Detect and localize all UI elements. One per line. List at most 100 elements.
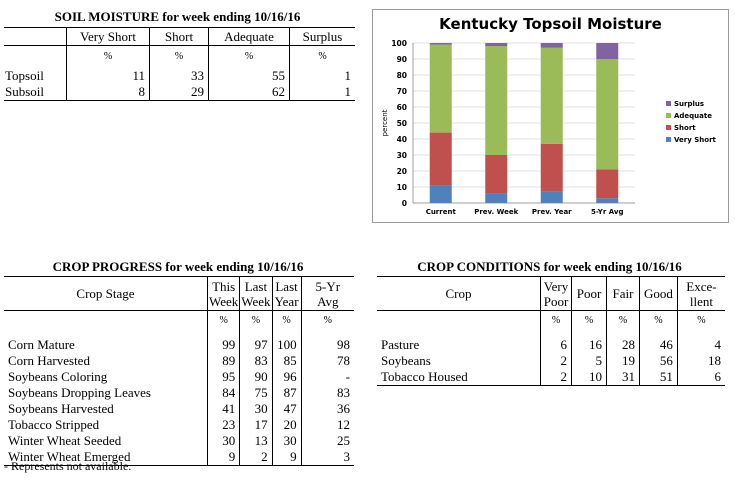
header-line: 5-Yr	[315, 278, 341, 294]
header-line: llent	[689, 293, 713, 309]
chart-title: Kentucky Topsoil Moisture	[439, 15, 662, 33]
row-label: Topsoil	[4, 67, 67, 84]
table-row: Corn Mature 99 97 100 98	[4, 336, 354, 353]
cell: 83	[239, 352, 273, 369]
cell: 8	[66, 83, 150, 101]
chart-canvas: 0 10 20 30 40 50 60 70 80 90 100 percent Current Prev…	[381, 39, 717, 216]
cell: 12	[337, 416, 350, 432]
row-label: Soybeans	[377, 352, 541, 369]
conditions-col-very-poor: Very Poor	[540, 276, 572, 311]
table-row: Tobacco Housed 2 10 31 51 6	[377, 368, 725, 386]
row-label: Soybeans Dropping Leaves	[4, 384, 208, 401]
soil-unit: %	[149, 45, 209, 68]
cell: 85	[272, 352, 302, 369]
crop-conditions-title: CROP CONDITIONS for week ending 10/16/16	[417, 259, 682, 274]
progress-stage-header: Crop Stage	[4, 276, 208, 311]
x-tick-label: Current	[426, 208, 457, 216]
legend-swatch	[666, 101, 671, 106]
cell: 30	[272, 432, 302, 449]
header-line: Avg	[317, 293, 339, 309]
cell: 18	[708, 352, 721, 368]
bar-segment	[485, 155, 508, 194]
y-tick-label: 0	[402, 199, 407, 208]
cell: 78	[337, 352, 350, 368]
cell: 99	[207, 336, 241, 353]
progress-col-last-year: Last Year	[272, 276, 302, 311]
legend-swatch	[666, 125, 671, 130]
header-line: This	[212, 278, 236, 294]
cell: 9	[207, 448, 241, 466]
soil-unit: %	[66, 45, 150, 68]
progress-col-5yr-avg: 5-Yr Avg	[301, 276, 354, 311]
soil-col-short: Short	[149, 27, 209, 46]
cell: 83	[337, 384, 350, 400]
bar-segment	[596, 169, 619, 199]
conditions-header-row: Crop Very Poor Poor Fair Good Exce-llent	[377, 276, 725, 311]
bar-segment	[429, 132, 452, 186]
progress-unit-row: % % % %	[4, 310, 354, 331]
header-line: Week	[209, 293, 239, 309]
soil-unit-blank	[4, 45, 67, 68]
progress-unit: %	[207, 310, 241, 331]
bar-segment	[485, 43, 508, 47]
cell: 13	[239, 432, 273, 449]
cell: 17	[239, 416, 273, 433]
cell: 19	[606, 352, 640, 369]
bar-segment	[596, 59, 619, 170]
cell: 10	[571, 368, 607, 386]
cell: -	[345, 368, 350, 384]
table-row: Corn Harvested 89 83 85 78	[4, 352, 354, 369]
soil-col-surplus: Surplus	[289, 27, 355, 46]
header-line: Exce-	[686, 278, 717, 294]
cell: 51	[639, 368, 678, 386]
cell: 2	[540, 368, 572, 386]
conditions-unit-blank	[377, 310, 541, 331]
cell: 87	[272, 384, 302, 401]
footnote: - Represents not available.	[4, 459, 132, 473]
cell: 29	[149, 83, 209, 101]
row-label: Soybeans Coloring	[4, 368, 208, 385]
cell: 30	[207, 432, 241, 449]
progress-header-row: Crop Stage This Week Last Week Last Year 5-…	[4, 276, 354, 311]
cell: 28	[606, 336, 640, 353]
conditions-unit: %	[571, 310, 607, 331]
cell: 20	[272, 416, 302, 433]
cell: 100	[272, 336, 302, 353]
conditions-unit: %	[639, 310, 678, 331]
cell: 75	[239, 384, 273, 401]
row-label: Corn Harvested	[4, 352, 208, 369]
table-row: Soybeans Harvested 41 30 47 36	[4, 400, 354, 417]
conditions-unit-row: % % % % %	[377, 310, 725, 331]
cell: 33	[149, 67, 209, 84]
cell: 46	[639, 336, 678, 353]
bar-segment	[540, 143, 563, 192]
y-tick-label: 10	[397, 183, 407, 192]
conditions-col-good: Good	[639, 276, 678, 311]
y-axis-label: percent	[381, 109, 389, 136]
table-row: Soybeans Coloring 95 90 96 -	[4, 368, 354, 385]
conditions-unit: %	[697, 315, 706, 327]
row-label: Corn Mature	[4, 336, 208, 353]
bar-segment	[540, 47, 563, 144]
topsoil-moisture-chart: Kentucky Topsoil Moisture 0 10 20 30 40 50 60 7…	[372, 9, 729, 223]
y-tick-label: 50	[397, 119, 407, 128]
header-line: Week	[241, 293, 271, 309]
row-label: Subsoil	[4, 83, 67, 101]
header-line: Last	[244, 278, 268, 294]
legend-label: Very Short	[674, 136, 717, 144]
bar-segment	[596, 43, 619, 59]
progress-col-this-week: This Week	[207, 276, 241, 311]
bar-segment	[485, 193, 508, 203]
cell: 11	[66, 67, 150, 84]
cell: 2	[239, 448, 273, 466]
cell: 89	[207, 352, 241, 369]
legend-swatch	[666, 113, 671, 118]
y-tick-label: 20	[397, 167, 407, 176]
cell: 84	[207, 384, 241, 401]
bar-segment	[596, 198, 619, 203]
cell: 3	[301, 448, 354, 466]
cell: 30	[239, 400, 273, 417]
progress-col-last-week: Last Week	[239, 276, 273, 311]
bar-segment	[429, 44, 452, 133]
soil-unit-row: % % % %	[4, 45, 355, 68]
